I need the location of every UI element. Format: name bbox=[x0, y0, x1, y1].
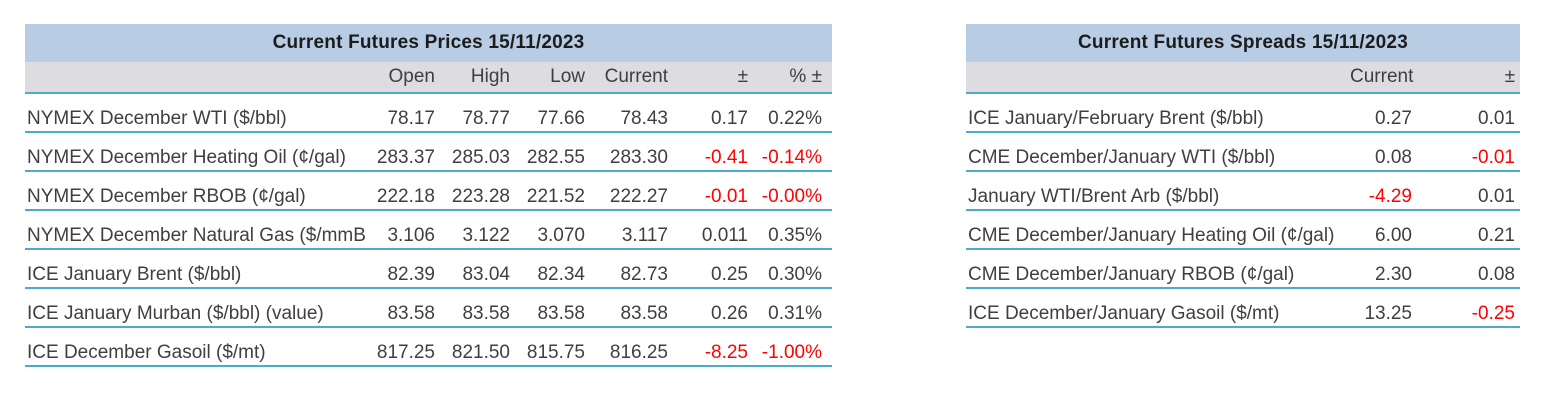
table-row: ICE January/February Brent ($/bbl) 0.27 … bbox=[966, 94, 1520, 133]
column-header-current: Current bbox=[604, 66, 668, 87]
cell-change: 0.08 bbox=[1478, 263, 1515, 285]
spread-label: ICE December/January Gasoil ($/mt) bbox=[968, 302, 1280, 324]
cell-change: 0.17 bbox=[711, 107, 748, 129]
spread-label: ICE January/February Brent ($/bbl) bbox=[968, 107, 1264, 129]
cell-change: 0.25 bbox=[711, 263, 748, 285]
table-row: ICE January Brent ($/bbl) 82.39 83.04 82… bbox=[25, 250, 832, 289]
column-header-pct-change: % ± bbox=[789, 66, 822, 87]
cell-open: 222.18 bbox=[376, 185, 435, 207]
table-row: ICE January Murban ($/bbl) (value) 83.58… bbox=[25, 289, 832, 328]
cell-pct-change: -0.00% bbox=[761, 185, 822, 207]
futures-prices-title: Current Futures Prices 15/11/2023 bbox=[25, 24, 832, 62]
cell-pct-change: 0.30% bbox=[768, 263, 822, 285]
cell-current: 222.27 bbox=[609, 185, 668, 207]
instrument-label: ICE December Gasoil ($/mt) bbox=[27, 341, 266, 363]
cell-current: 0.27 bbox=[1375, 107, 1412, 129]
cell-open: 82.39 bbox=[387, 263, 435, 285]
cell-change: -0.01 bbox=[1471, 146, 1515, 168]
instrument-label: ICE January Brent ($/bbl) bbox=[27, 263, 242, 285]
cell-pct-change: 0.35% bbox=[768, 224, 822, 246]
cell-pct-change: -1.00% bbox=[761, 341, 822, 363]
cell-high: 285.03 bbox=[451, 146, 510, 168]
table-row: ICE December Gasoil ($/mt) 817.25 821.50… bbox=[25, 328, 832, 367]
instrument-label: NYMEX December WTI ($/bbl) bbox=[27, 107, 287, 129]
cell-high: 78.77 bbox=[462, 107, 510, 129]
instrument-label: NYMEX December RBOB (¢/gal) bbox=[27, 185, 306, 207]
table-row: NYMEX December WTI ($/bbl) 78.17 78.77 7… bbox=[25, 94, 832, 133]
cell-current: 2.30 bbox=[1375, 263, 1412, 285]
futures-prices-table: Current Futures Prices 15/11/2023 Open H… bbox=[25, 24, 832, 367]
cell-low: 82.34 bbox=[537, 263, 585, 285]
futures-spreads-title: Current Futures Spreads 15/11/2023 bbox=[966, 24, 1520, 62]
futures-prices-header-row: Open High Low Current ± % ± bbox=[25, 62, 832, 94]
cell-high: 3.122 bbox=[462, 224, 510, 246]
table-row: ICE December/January Gasoil ($/mt) 13.25… bbox=[966, 289, 1520, 328]
cell-open: 3.106 bbox=[387, 224, 435, 246]
table-row: NYMEX December Natural Gas ($/mmB 3.106 … bbox=[25, 211, 832, 250]
cell-current: 13.25 bbox=[1364, 302, 1412, 324]
spread-label: CME December/January WTI ($/bbl) bbox=[968, 146, 1276, 168]
cell-change: 0.26 bbox=[711, 302, 748, 324]
column-header-open: Open bbox=[388, 66, 435, 87]
cell-change: -8.25 bbox=[704, 341, 748, 363]
cell-current: 6.00 bbox=[1375, 224, 1412, 246]
column-header-change: ± bbox=[1504, 66, 1515, 87]
cell-change: -0.25 bbox=[1471, 302, 1515, 324]
cell-change: 0.01 bbox=[1478, 107, 1515, 129]
table-row: CME December/January RBOB (¢/gal) 2.30 0… bbox=[966, 250, 1520, 289]
futures-spreads-header-row: Current ± bbox=[966, 62, 1520, 94]
cell-open: 817.25 bbox=[376, 341, 435, 363]
cell-current: 283.30 bbox=[609, 146, 668, 168]
table-row: CME December/January Heating Oil (¢/gal)… bbox=[966, 211, 1520, 250]
cell-low: 221.52 bbox=[526, 185, 585, 207]
cell-low: 77.66 bbox=[537, 107, 585, 129]
table-row: CME December/January WTI ($/bbl) 0.08 -0… bbox=[966, 133, 1520, 172]
cell-high: 83.04 bbox=[462, 263, 510, 285]
cell-current: 78.43 bbox=[620, 107, 668, 129]
cell-change: -0.41 bbox=[704, 146, 748, 168]
cell-current: 0.08 bbox=[1375, 146, 1412, 168]
cell-pct-change: 0.31% bbox=[768, 302, 822, 324]
futures-spreads-table: Current Futures Spreads 15/11/2023 Curre… bbox=[966, 24, 1520, 328]
instrument-label: NYMEX December Natural Gas ($/mmB bbox=[27, 224, 365, 246]
cell-change: 0.011 bbox=[701, 224, 748, 246]
cell-pct-change: 0.22% bbox=[768, 107, 822, 129]
cell-low: 3.070 bbox=[537, 224, 585, 246]
cell-pct-change: -0.14% bbox=[761, 146, 822, 168]
spread-label: CME December/January RBOB (¢/gal) bbox=[968, 263, 1295, 285]
cell-high: 223.28 bbox=[451, 185, 510, 207]
cell-current: 816.25 bbox=[609, 341, 668, 363]
instrument-label: NYMEX December Heating Oil (¢/gal) bbox=[27, 146, 346, 168]
column-header-current: Current bbox=[1350, 66, 1414, 87]
table-row: NYMEX December Heating Oil (¢/gal) 283.3… bbox=[25, 133, 832, 172]
cell-open: 83.58 bbox=[387, 302, 435, 324]
table-row: NYMEX December RBOB (¢/gal) 222.18 223.2… bbox=[25, 172, 832, 211]
column-header-high: High bbox=[470, 66, 510, 87]
cell-current: 82.73 bbox=[620, 263, 668, 285]
instrument-label: ICE January Murban ($/bbl) (value) bbox=[27, 302, 324, 324]
column-header-low: Low bbox=[550, 66, 585, 87]
table-row: January WTI/Brent Arb ($/bbl) -4.29 0.01 bbox=[966, 172, 1520, 211]
spread-label: CME December/January Heating Oil (¢/gal) bbox=[968, 224, 1335, 246]
cell-low: 815.75 bbox=[526, 341, 585, 363]
cell-change: 0.21 bbox=[1478, 224, 1515, 246]
cell-change: 0.01 bbox=[1478, 185, 1515, 207]
cell-current: 83.58 bbox=[620, 302, 668, 324]
cell-open: 283.37 bbox=[376, 146, 435, 168]
cell-high: 83.58 bbox=[462, 302, 510, 324]
cell-high: 821.50 bbox=[451, 341, 510, 363]
spread-label: January WTI/Brent Arb ($/bbl) bbox=[968, 185, 1220, 207]
cell-current: -4.29 bbox=[1368, 185, 1412, 207]
cell-change: -0.01 bbox=[704, 185, 748, 207]
cell-low: 282.55 bbox=[526, 146, 585, 168]
cell-low: 83.58 bbox=[537, 302, 585, 324]
column-header-change: ± bbox=[737, 66, 748, 87]
cell-open: 78.17 bbox=[387, 107, 435, 129]
cell-current: 3.117 bbox=[621, 224, 668, 246]
